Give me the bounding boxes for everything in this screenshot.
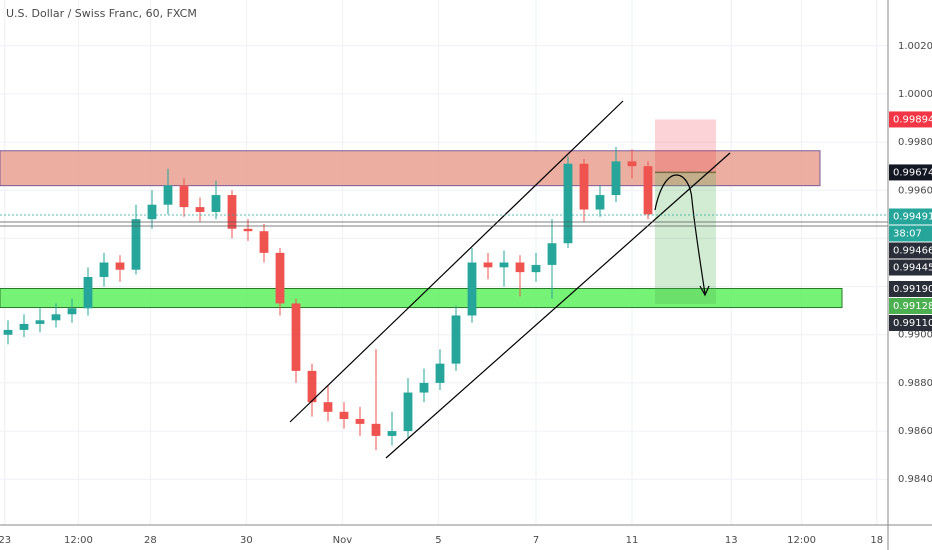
price-label: 38:07 — [893, 229, 922, 240]
candle-body — [627, 161, 637, 167]
candle-body — [259, 231, 269, 253]
candle-body — [355, 419, 365, 424]
candle-body — [179, 185, 189, 208]
candle-body — [323, 402, 333, 412]
candle-body — [67, 308, 77, 315]
x-tick-label: 18 — [870, 535, 883, 546]
y-tick-label: 1.00200 — [898, 41, 932, 52]
price-label-bg — [889, 297, 932, 314]
candle-body — [99, 262, 109, 277]
x-tick-label: 12:00 — [64, 535, 93, 546]
candle-body — [563, 163, 573, 244]
candle-body — [595, 195, 605, 210]
candle-body — [451, 315, 461, 364]
candle-body — [195, 207, 205, 212]
price-label: 0.99674 — [893, 167, 932, 178]
candle-body — [339, 411, 349, 420]
candle-body — [371, 423, 381, 436]
candle-body — [483, 262, 493, 268]
candle-body — [531, 264, 541, 273]
candle-body — [147, 204, 157, 220]
price-label-bg — [889, 208, 932, 225]
price-label-bg — [889, 225, 932, 242]
candle-body — [307, 370, 317, 403]
candle-body — [35, 320, 45, 324]
time-axis-bg — [0, 525, 932, 550]
x-tick-label: 28 — [144, 535, 157, 546]
candle-body — [131, 219, 141, 270]
price-label-bg — [889, 164, 932, 181]
candle-body — [611, 161, 621, 196]
candle-body — [515, 262, 525, 273]
x-tick-label: 30 — [240, 535, 253, 546]
candle-body — [227, 195, 237, 229]
price-label-bg — [889, 259, 932, 276]
price-label-bg — [889, 280, 932, 297]
candle-body — [243, 228, 253, 232]
price-lines — [0, 214, 888, 227]
candle-body — [275, 252, 285, 304]
price-label-bg — [889, 111, 932, 128]
target-box — [655, 172, 716, 304]
candle-body — [387, 431, 397, 436]
candle-body — [163, 185, 173, 205]
candle-body — [643, 166, 653, 215]
price-label: 0.99894 — [893, 114, 932, 125]
arrow-head — [699, 285, 710, 297]
price-label: 0.99466 — [893, 246, 932, 257]
price-label: 0.99445 — [893, 263, 932, 274]
x-tick-label: 7 — [533, 535, 539, 546]
price-label: 0.99110 — [893, 318, 932, 329]
candle-body — [291, 303, 301, 371]
candle-body — [3, 329, 13, 335]
candle-body — [83, 276, 93, 309]
candle-body — [579, 163, 589, 210]
candle-body — [499, 262, 509, 268]
price-label-bg — [889, 242, 932, 259]
price-label: 0.99190 — [893, 284, 932, 295]
candle-body — [467, 262, 477, 316]
position-tool — [655, 119, 716, 304]
candle-body — [419, 382, 429, 393]
candle-body — [435, 363, 445, 383]
candle-body — [115, 262, 125, 270]
price-label-bg — [889, 314, 932, 331]
y-tick-label: 0.99800 — [898, 137, 932, 148]
candle-body — [547, 243, 557, 265]
x-tick-label: 11 — [626, 535, 639, 546]
candle-body — [211, 195, 221, 212]
zone — [0, 150, 821, 187]
drawings — [289, 100, 731, 459]
x-tick-label: 13 — [725, 535, 738, 546]
candle-body — [19, 323, 29, 330]
grid — [0, 0, 888, 525]
x-tick-label: 5 — [435, 535, 441, 546]
x-tick-label: 12:00 — [787, 535, 816, 546]
y-tick-label: 1.00000 — [898, 89, 932, 100]
candle-body — [403, 392, 413, 432]
stop-box — [655, 119, 716, 173]
channel-upper — [289, 100, 624, 423]
channel-lower — [385, 152, 731, 459]
x-tick-label: Nov — [333, 535, 353, 546]
price-label: 0.99128 — [893, 301, 932, 312]
zones — [0, 150, 843, 309]
candles — [3, 146, 653, 451]
axes: 0.984000.986000.988000.990000.992000.994… — [0, 41, 932, 546]
price-label: 0.99491 — [893, 212, 932, 223]
arrow-path — [654, 174, 706, 295]
chart-title: U.S. Dollar / Swiss Franc, 60, FXCM — [6, 7, 197, 20]
zone — [0, 288, 843, 309]
x-tick-label: 23 — [0, 535, 11, 546]
candle-body — [51, 314, 61, 321]
